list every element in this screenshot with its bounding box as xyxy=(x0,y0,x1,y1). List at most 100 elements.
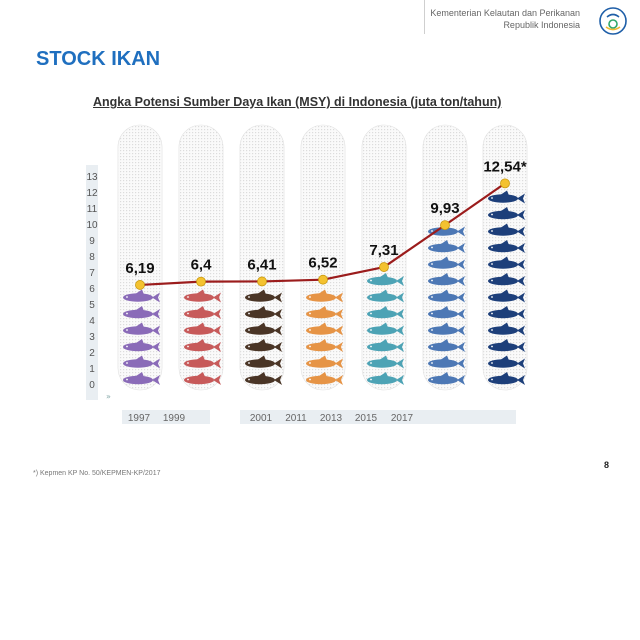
fish-icon xyxy=(488,273,525,286)
x-label-strip-right xyxy=(240,410,516,424)
y-tick-label: 3 xyxy=(89,332,95,343)
fish-icon xyxy=(367,273,404,286)
x-tick-label: 2015 xyxy=(355,413,378,424)
fish-icon xyxy=(245,339,282,352)
y-tick-label: 8 xyxy=(89,252,95,263)
y-tick-label: 10 xyxy=(86,220,98,231)
fish-icon xyxy=(245,289,282,303)
fish-icon xyxy=(306,339,343,352)
fish-icon xyxy=(428,273,465,286)
fish-icon xyxy=(245,306,282,319)
fish-icon xyxy=(123,372,160,385)
fish-icon xyxy=(428,240,465,253)
fish-icon xyxy=(488,339,525,352)
column-capsule xyxy=(300,124,346,391)
fish-icon xyxy=(488,190,525,204)
fish-icon xyxy=(306,322,343,336)
fish-icon xyxy=(367,355,404,369)
fish-icon xyxy=(428,372,465,385)
fish-icon xyxy=(488,372,525,385)
y-tick-label: 5 xyxy=(89,300,95,311)
fish-icon xyxy=(488,322,525,336)
fish-icon xyxy=(123,322,160,336)
data-label: 12,54* xyxy=(483,158,527,175)
fish-icon xyxy=(184,339,221,352)
axis-arrow-icon: » xyxy=(106,392,111,401)
fish-icon xyxy=(488,223,525,237)
x-tick-label: 1999 xyxy=(163,413,186,424)
y-tick-label: 2 xyxy=(89,348,95,359)
data-point xyxy=(257,276,267,287)
header-divider xyxy=(424,0,425,34)
ministry-name: Kementerian Kelautan dan Perikanan Repub… xyxy=(430,7,580,31)
fish-icon xyxy=(306,289,343,303)
fish-icon xyxy=(428,256,465,270)
y-tick-label: 12 xyxy=(86,188,98,199)
y-tick-label: 1 xyxy=(89,364,95,375)
column-capsule xyxy=(117,124,163,391)
column-capsule-shade xyxy=(240,125,284,390)
fish-icon xyxy=(184,306,221,319)
fish-icon xyxy=(428,339,465,352)
column-capsule-shade xyxy=(362,125,406,390)
fish-icon xyxy=(245,322,282,336)
kkp-logo-icon xyxy=(599,7,627,35)
data-point xyxy=(440,220,450,231)
fish-icon xyxy=(488,256,525,270)
x-tick-label: 2011 xyxy=(285,413,307,424)
x-tick-label: 2017 xyxy=(391,413,414,424)
data-point xyxy=(196,276,206,287)
ministry-name-line1: Kementerian Kelautan dan Perikanan xyxy=(430,8,580,18)
page-number: 8 xyxy=(604,460,610,470)
fish-icon xyxy=(367,339,404,352)
x-tick-label: 1997 xyxy=(128,413,151,424)
fish-icon xyxy=(367,322,404,336)
fish-icon xyxy=(488,207,525,220)
footnote: *) Kepmen KP No. 50/KEPMEN-KP/2017 xyxy=(33,470,161,477)
column-capsule-shade xyxy=(301,125,345,390)
fish-icon xyxy=(488,289,525,303)
fish-icon xyxy=(184,322,221,336)
fish-icon xyxy=(123,306,160,319)
x-label-strip-left xyxy=(122,410,210,424)
fish-icon xyxy=(428,322,465,336)
y-tick-label: 9 xyxy=(89,236,95,247)
data-label: 6,52 xyxy=(308,255,337,272)
fish-icon xyxy=(123,355,160,369)
fish-icon xyxy=(488,306,525,319)
y-tick-label: 6 xyxy=(89,284,95,295)
fish-icon xyxy=(488,240,525,253)
y-tick-label: 4 xyxy=(89,316,95,327)
data-label: 9,93 xyxy=(430,200,459,217)
data-point xyxy=(379,262,389,272)
fish-icon xyxy=(245,355,282,369)
y-axis-strip xyxy=(86,165,98,400)
fish-icon xyxy=(306,306,343,319)
column-capsule-shade xyxy=(423,125,467,390)
fish-icon xyxy=(488,355,525,369)
data-label: 6,41 xyxy=(247,256,276,273)
fish-icon xyxy=(306,355,343,369)
x-tick-label: 2001 xyxy=(250,413,273,424)
fish-icon xyxy=(184,355,221,369)
column-capsule xyxy=(178,124,224,391)
fish-icon xyxy=(367,372,404,385)
data-point xyxy=(135,280,145,290)
fish-icon xyxy=(184,289,221,303)
fish-icon xyxy=(367,306,404,319)
column-capsule xyxy=(422,124,468,391)
data-point xyxy=(318,274,328,285)
data-point xyxy=(500,178,510,189)
column-capsule-shade xyxy=(179,125,223,390)
column-capsule-shade xyxy=(118,125,162,390)
fish-icon xyxy=(428,306,465,319)
fish-icon xyxy=(367,289,404,303)
fish-icon xyxy=(306,372,343,385)
fish-icon xyxy=(123,289,160,303)
column-capsule xyxy=(361,124,407,391)
fish-icon xyxy=(245,372,282,385)
data-label: 6,4 xyxy=(191,257,213,274)
y-tick-label: 11 xyxy=(87,204,98,215)
y-tick-label: 0 xyxy=(89,380,95,391)
